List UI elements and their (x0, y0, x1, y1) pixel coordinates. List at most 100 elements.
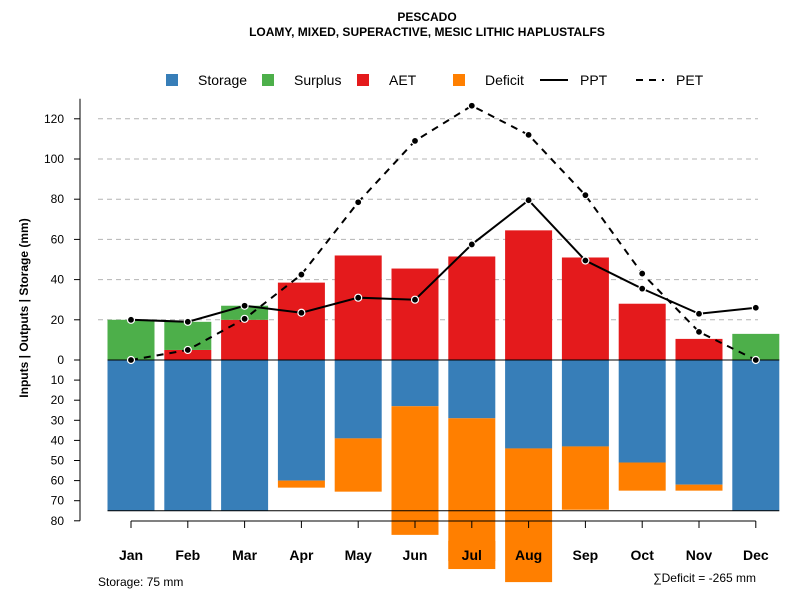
point-ppt-mar (240, 301, 249, 310)
x-tick-label-feb: Feb (175, 547, 200, 563)
legend-label-deficit: Deficit (485, 72, 524, 88)
y-tick-label-0: 0 (57, 353, 64, 367)
y-tick-label-60: 60 (51, 232, 65, 246)
y-tick-label-neg-50: 50 (51, 454, 65, 468)
x-tick-label-sep: Sep (573, 547, 599, 563)
bar-aet-apr (277, 282, 325, 360)
point-ppt-jun (410, 295, 420, 304)
bar-deficit-may (334, 438, 382, 492)
bar-storage-jan (107, 360, 155, 511)
bar-aet-mar (221, 319, 269, 360)
bar-deficit-aug (505, 448, 553, 583)
highlight-jul (448, 541, 496, 561)
point-ppt-jul (467, 240, 476, 249)
bar-surplus-feb (164, 321, 212, 350)
bar-storage-apr (277, 360, 325, 481)
bar-storage-jun (391, 360, 439, 407)
point-ppt-dec (751, 303, 760, 312)
point-pet-nov (694, 327, 704, 336)
bar-storage-dec (732, 360, 780, 511)
line-pet (130, 104, 757, 361)
bar-surplus-jan (107, 319, 155, 360)
y-tick-label-20: 20 (51, 313, 65, 327)
lines (126, 101, 760, 365)
bar-storage-jul (448, 360, 496, 419)
point-pet-jul (467, 101, 476, 110)
point-ppt-aug (524, 196, 533, 205)
point-pet-apr (297, 270, 306, 279)
x-tick-label-mar: Mar (232, 547, 257, 563)
point-pet-sep (581, 191, 590, 200)
point-ppt-apr (297, 308, 306, 317)
legend-swatch-aet (357, 74, 369, 86)
legend-swatch-deficit (453, 74, 465, 86)
bar-storage-sep (561, 360, 609, 447)
y-tick-label-40: 40 (51, 273, 65, 287)
bar-aet-feb (164, 349, 212, 360)
y-tick-label-100: 100 (44, 152, 64, 166)
bar-deficit-sep (561, 446, 609, 510)
point-pet-jan (126, 355, 136, 365)
x-tick-label-dec: Dec (743, 547, 769, 563)
y-tick-label-neg-10: 10 (51, 373, 65, 387)
point-pet-jun (410, 136, 420, 146)
x-tick-label-may: May (345, 547, 372, 563)
line-ppt (130, 198, 756, 323)
point-pet-aug (524, 130, 533, 139)
bar-storage-may (334, 360, 382, 439)
y-axis-label: Inputs | Outputs | Storage (mm) (17, 218, 31, 397)
chart-title: PESCADO (397, 10, 456, 24)
axes: 0 20 40 60 80 100 120 10 20 30 40 50 60 70 80 Jan Feb Mar… (44, 98, 769, 563)
legend: Storage Surplus AET Deficit PPT PET (166, 72, 704, 88)
x-tick-label-oct: Oct (631, 547, 655, 563)
legend-swatch-surplus (262, 74, 274, 86)
y-tick-label-neg-30: 30 (51, 413, 65, 427)
legend-label-aet: AET (389, 72, 417, 88)
y-tick-label-80: 80 (51, 192, 65, 206)
bar-aet-jun (391, 268, 439, 360)
bar-storage-mar (221, 360, 269, 511)
x-tick-label-jul: Jul (462, 547, 482, 563)
bar-aet-jul (448, 256, 496, 360)
legend-label-storage: Storage (198, 72, 247, 88)
y-tick-label-neg-40: 40 (51, 433, 65, 447)
point-ppt-jan (126, 315, 136, 324)
bar-aet-sep (561, 257, 609, 360)
point-pet-mar (240, 314, 249, 323)
legend-label-ppt: PPT (580, 72, 608, 88)
bar-storage-oct (618, 360, 666, 463)
bar-aet-may (334, 255, 382, 360)
x-tick-label-nov: Nov (686, 547, 713, 563)
x-tick-label-jun: Jun (403, 547, 428, 563)
y-tick-label-neg-70: 70 (51, 494, 65, 508)
point-ppt-feb (183, 317, 192, 326)
bar-aet-oct (618, 303, 666, 360)
bar-storage-aug (505, 360, 553, 449)
point-ppt-sep (581, 256, 590, 265)
y-tick-label-120: 120 (44, 112, 64, 126)
point-pet-dec (751, 355, 760, 365)
chart-subtitle: LOAMY, MIXED, SUPERACTIVE, MESIC LITHIC … (249, 25, 605, 39)
bar-surplus-dec (732, 333, 780, 360)
y-tick-label-neg-60: 60 (51, 474, 65, 488)
x-tick-label-aug: Aug (515, 547, 542, 563)
bar-aet-aug (505, 230, 553, 360)
y-tick-label-neg-20: 20 (51, 393, 65, 407)
legend-swatch-storage (166, 74, 178, 86)
point-pet-feb (183, 345, 192, 355)
point-pet-may (354, 198, 363, 207)
x-tick-label-jan: Jan (119, 547, 143, 563)
point-pet-oct (638, 269, 647, 278)
bar-deficit-nov (675, 484, 723, 491)
bar-storage-nov (675, 360, 723, 485)
storage-label: Storage: 75 mm (98, 575, 183, 589)
bars (107, 230, 780, 583)
y-tick-label-neg-80: 80 (51, 514, 65, 528)
bar-storage-feb (164, 360, 212, 511)
bar-aet-nov (675, 338, 723, 360)
bar-deficit-apr (277, 480, 325, 488)
point-ppt-may (354, 293, 363, 302)
deficit-label: ∑Deficit = -265 mm (653, 571, 756, 585)
legend-label-pet: PET (676, 72, 704, 88)
